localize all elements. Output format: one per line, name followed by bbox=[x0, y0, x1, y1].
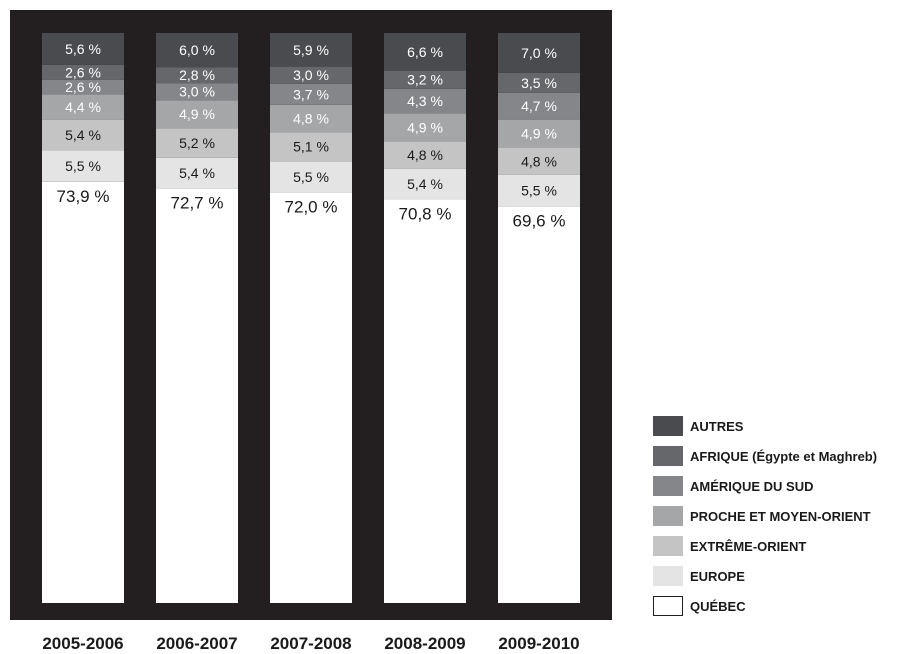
bar-segment-proche-et-moyen-orient-2007-2008 bbox=[270, 104, 352, 133]
data-label-quebec-2006-2007: 72,7 % bbox=[171, 194, 224, 213]
legend-item-proche-et-moyen-orient: PROCHE ET MOYEN-ORIENT bbox=[653, 506, 877, 526]
bar-segment-extreme-orient-2007-2008 bbox=[270, 132, 352, 162]
data-label-autres-2005-2006: 5,6 % bbox=[65, 41, 101, 57]
bar-segment-quebec-2005-2006 bbox=[42, 181, 124, 603]
data-label-proche-et-moyen-orient-2008-2009: 4,9 % bbox=[407, 119, 443, 135]
data-label-europe-2008-2009: 5,4 % bbox=[407, 176, 443, 192]
bar-segment-extreme-orient-2008-2009 bbox=[384, 141, 466, 169]
bar-segment-amerique-du-sud-2006-2007 bbox=[156, 83, 238, 101]
bar-segment-amerique-du-sud-2005-2006 bbox=[42, 79, 124, 95]
legend-label: PROCHE ET MOYEN-ORIENT bbox=[690, 508, 871, 524]
bar-segment-amerique-du-sud-2007-2008 bbox=[270, 83, 352, 105]
x-tick-label-2006-2007: 2006-2007 bbox=[156, 634, 238, 653]
legend-item-extreme-orient: EXTRÊME-ORIENT bbox=[653, 536, 877, 556]
bar-segment-extreme-orient-2006-2007 bbox=[156, 128, 238, 158]
x-tick-label-2008-2009: 2008-2009 bbox=[384, 634, 466, 653]
data-label-amerique-du-sud-2008-2009: 4,3 % bbox=[407, 93, 443, 109]
bar-segment-proche-et-moyen-orient-2009-2010 bbox=[498, 119, 580, 148]
bar-segment-autres-2008-2009 bbox=[384, 33, 466, 71]
bar-segment-europe-2007-2008 bbox=[270, 161, 352, 193]
data-label-proche-et-moyen-orient-2007-2008: 4,8 % bbox=[293, 111, 329, 127]
data-label-autres-2006-2007: 6,0 % bbox=[179, 42, 215, 58]
bar-segment-amerique-du-sud-2008-2009 bbox=[384, 88, 466, 114]
legend-item-europe: EUROPE bbox=[653, 566, 877, 586]
data-label-europe-2007-2008: 5,5 % bbox=[293, 169, 329, 185]
data-label-afrique-egypte-et-maghreb-2005-2006: 2,6 % bbox=[65, 64, 101, 80]
bar-segment-proche-et-moyen-orient-2006-2007 bbox=[156, 100, 238, 129]
data-label-europe-2005-2006: 5,5 % bbox=[65, 158, 101, 174]
legend-label: AMÉRIQUE DU SUD bbox=[690, 478, 814, 494]
data-label-amerique-du-sud-2009-2010: 4,7 % bbox=[521, 98, 557, 114]
bar-segment-autres-2006-2007 bbox=[156, 33, 238, 68]
plot-area: 73,9 % 5,5 % 5,4 % 4,4 % 2,6 % 2,6 % 5,6 % 72,7… bbox=[10, 10, 612, 620]
bar-segment-europe-2008-2009 bbox=[384, 168, 466, 200]
legend-item-quebec: QUÉBEC bbox=[653, 596, 877, 616]
bar-segment-autres-2005-2006 bbox=[42, 33, 124, 65]
data-label-extreme-orient-2005-2006: 5,4 % bbox=[65, 127, 101, 143]
data-label-quebec-2009-2010: 69,6 % bbox=[513, 211, 566, 230]
bar-segment-proche-et-moyen-orient-2008-2009 bbox=[384, 113, 466, 142]
bar-segment-amerique-du-sud-2009-2010 bbox=[498, 92, 580, 120]
data-label-quebec-2008-2009: 70,8 % bbox=[399, 204, 452, 223]
bar-segment-europe-2006-2007 bbox=[156, 157, 238, 189]
bar-segment-autres-2009-2010 bbox=[498, 33, 580, 73]
legend-item-autres: AUTRES bbox=[653, 416, 877, 436]
data-label-europe-2006-2007: 5,4 % bbox=[179, 165, 215, 181]
data-label-autres-2009-2010: 7,0 % bbox=[521, 45, 557, 61]
bar-segment-quebec-2008-2009 bbox=[384, 199, 466, 603]
legend-label: AFRIQUE (Égypte et Maghreb) bbox=[690, 448, 878, 464]
bar-segment-proche-et-moyen-orient-2005-2006 bbox=[42, 94, 124, 120]
data-label-autres-2008-2009: 6,6 % bbox=[407, 44, 443, 60]
data-label-amerique-du-sud-2006-2007: 3,0 % bbox=[179, 84, 215, 100]
data-label-amerique-du-sud-2007-2008: 3,7 % bbox=[293, 86, 329, 102]
bar-segment-quebec-2007-2008 bbox=[270, 192, 352, 603]
legend-label: EUROPE bbox=[690, 568, 745, 584]
bar-segment-europe-2009-2010 bbox=[498, 174, 580, 207]
bar-segment-afrique-egypte-et-maghreb-2006-2007 bbox=[156, 67, 238, 84]
data-label-proche-et-moyen-orient-2009-2010: 4,9 % bbox=[521, 126, 557, 142]
bar-segment-extreme-orient-2005-2006 bbox=[42, 119, 124, 151]
legend-swatch bbox=[653, 446, 683, 466]
data-label-quebec-2007-2008: 72,0 % bbox=[285, 198, 338, 217]
legend-swatch bbox=[653, 596, 683, 616]
bar-segment-autres-2007-2008 bbox=[270, 33, 352, 67]
data-label-extreme-orient-2007-2008: 5,1 % bbox=[293, 139, 329, 155]
bar-segment-afrique-egypte-et-maghreb-2009-2010 bbox=[498, 72, 580, 93]
legend-swatch bbox=[653, 476, 683, 496]
stacked-bar-chart: 73,9 % 5,5 % 5,4 % 4,4 % 2,6 %2,6 % 5,6 % 72,7… bbox=[42, 33, 580, 604]
legend-label: QUÉBEC bbox=[690, 598, 746, 614]
legend-swatch bbox=[653, 506, 683, 526]
legend-swatch bbox=[653, 416, 683, 436]
bar-segment-extreme-orient-2009-2010 bbox=[498, 147, 580, 175]
data-label-amerique-du-sud-2005-2006: 2,6 % bbox=[65, 79, 101, 95]
legend-item-amerique-du-sud: AMÉRIQUE DU SUD bbox=[653, 476, 877, 496]
data-label-autres-2007-2008: 5,9 % bbox=[293, 42, 329, 58]
bar-segment-europe-2005-2006 bbox=[42, 150, 124, 182]
data-label-afrique-egypte-et-maghreb-2009-2010: 3,5 % bbox=[521, 75, 557, 91]
legend-item-afrique-egypte-et-maghreb: AFRIQUE (Égypte et Maghreb) bbox=[653, 446, 877, 466]
legend: AUTRES AFRIQUE (Égypte et Maghreb) AMÉRIQU… bbox=[653, 416, 877, 626]
x-tick-label-2007-2008: 2007-2008 bbox=[270, 634, 352, 653]
data-label-extreme-orient-2006-2007: 5,2 % bbox=[179, 135, 215, 151]
legend-label: AUTRES bbox=[690, 418, 744, 434]
legend-label: EXTRÊME-ORIENT bbox=[690, 538, 807, 554]
data-label-extreme-orient-2009-2010: 4,8 % bbox=[521, 153, 557, 169]
x-tick-label-2005-2006: 2005-2006 bbox=[42, 634, 124, 653]
legend-swatch bbox=[653, 536, 683, 556]
data-label-afrique-egypte-et-maghreb-2008-2009: 3,2 % bbox=[407, 72, 443, 88]
data-label-afrique-egypte-et-maghreb-2007-2008: 3,0 % bbox=[293, 67, 329, 83]
data-label-proche-et-moyen-orient-2005-2006: 4,4 % bbox=[65, 99, 101, 115]
data-label-quebec-2005-2006: 73,9 % bbox=[57, 187, 110, 206]
data-label-proche-et-moyen-orient-2006-2007: 4,9 % bbox=[179, 106, 215, 122]
bar-segment-afrique-egypte-et-maghreb-2008-2009 bbox=[384, 70, 466, 89]
bar-segment-afrique-egypte-et-maghreb-2007-2008 bbox=[270, 66, 352, 84]
data-label-extreme-orient-2008-2009: 4,8 % bbox=[407, 147, 443, 163]
bar-segment-quebec-2006-2007 bbox=[156, 188, 238, 604]
data-label-afrique-egypte-et-maghreb-2006-2007: 2,8 % bbox=[179, 67, 215, 83]
legend-swatch bbox=[653, 566, 683, 586]
data-label-europe-2009-2010: 5,5 % bbox=[521, 183, 557, 199]
x-tick-label-2009-2010: 2009-2010 bbox=[498, 634, 580, 653]
bar-segment-afrique-egypte-et-maghreb-2005-2006 bbox=[42, 64, 124, 80]
bar-segment-quebec-2009-2010 bbox=[498, 206, 580, 603]
